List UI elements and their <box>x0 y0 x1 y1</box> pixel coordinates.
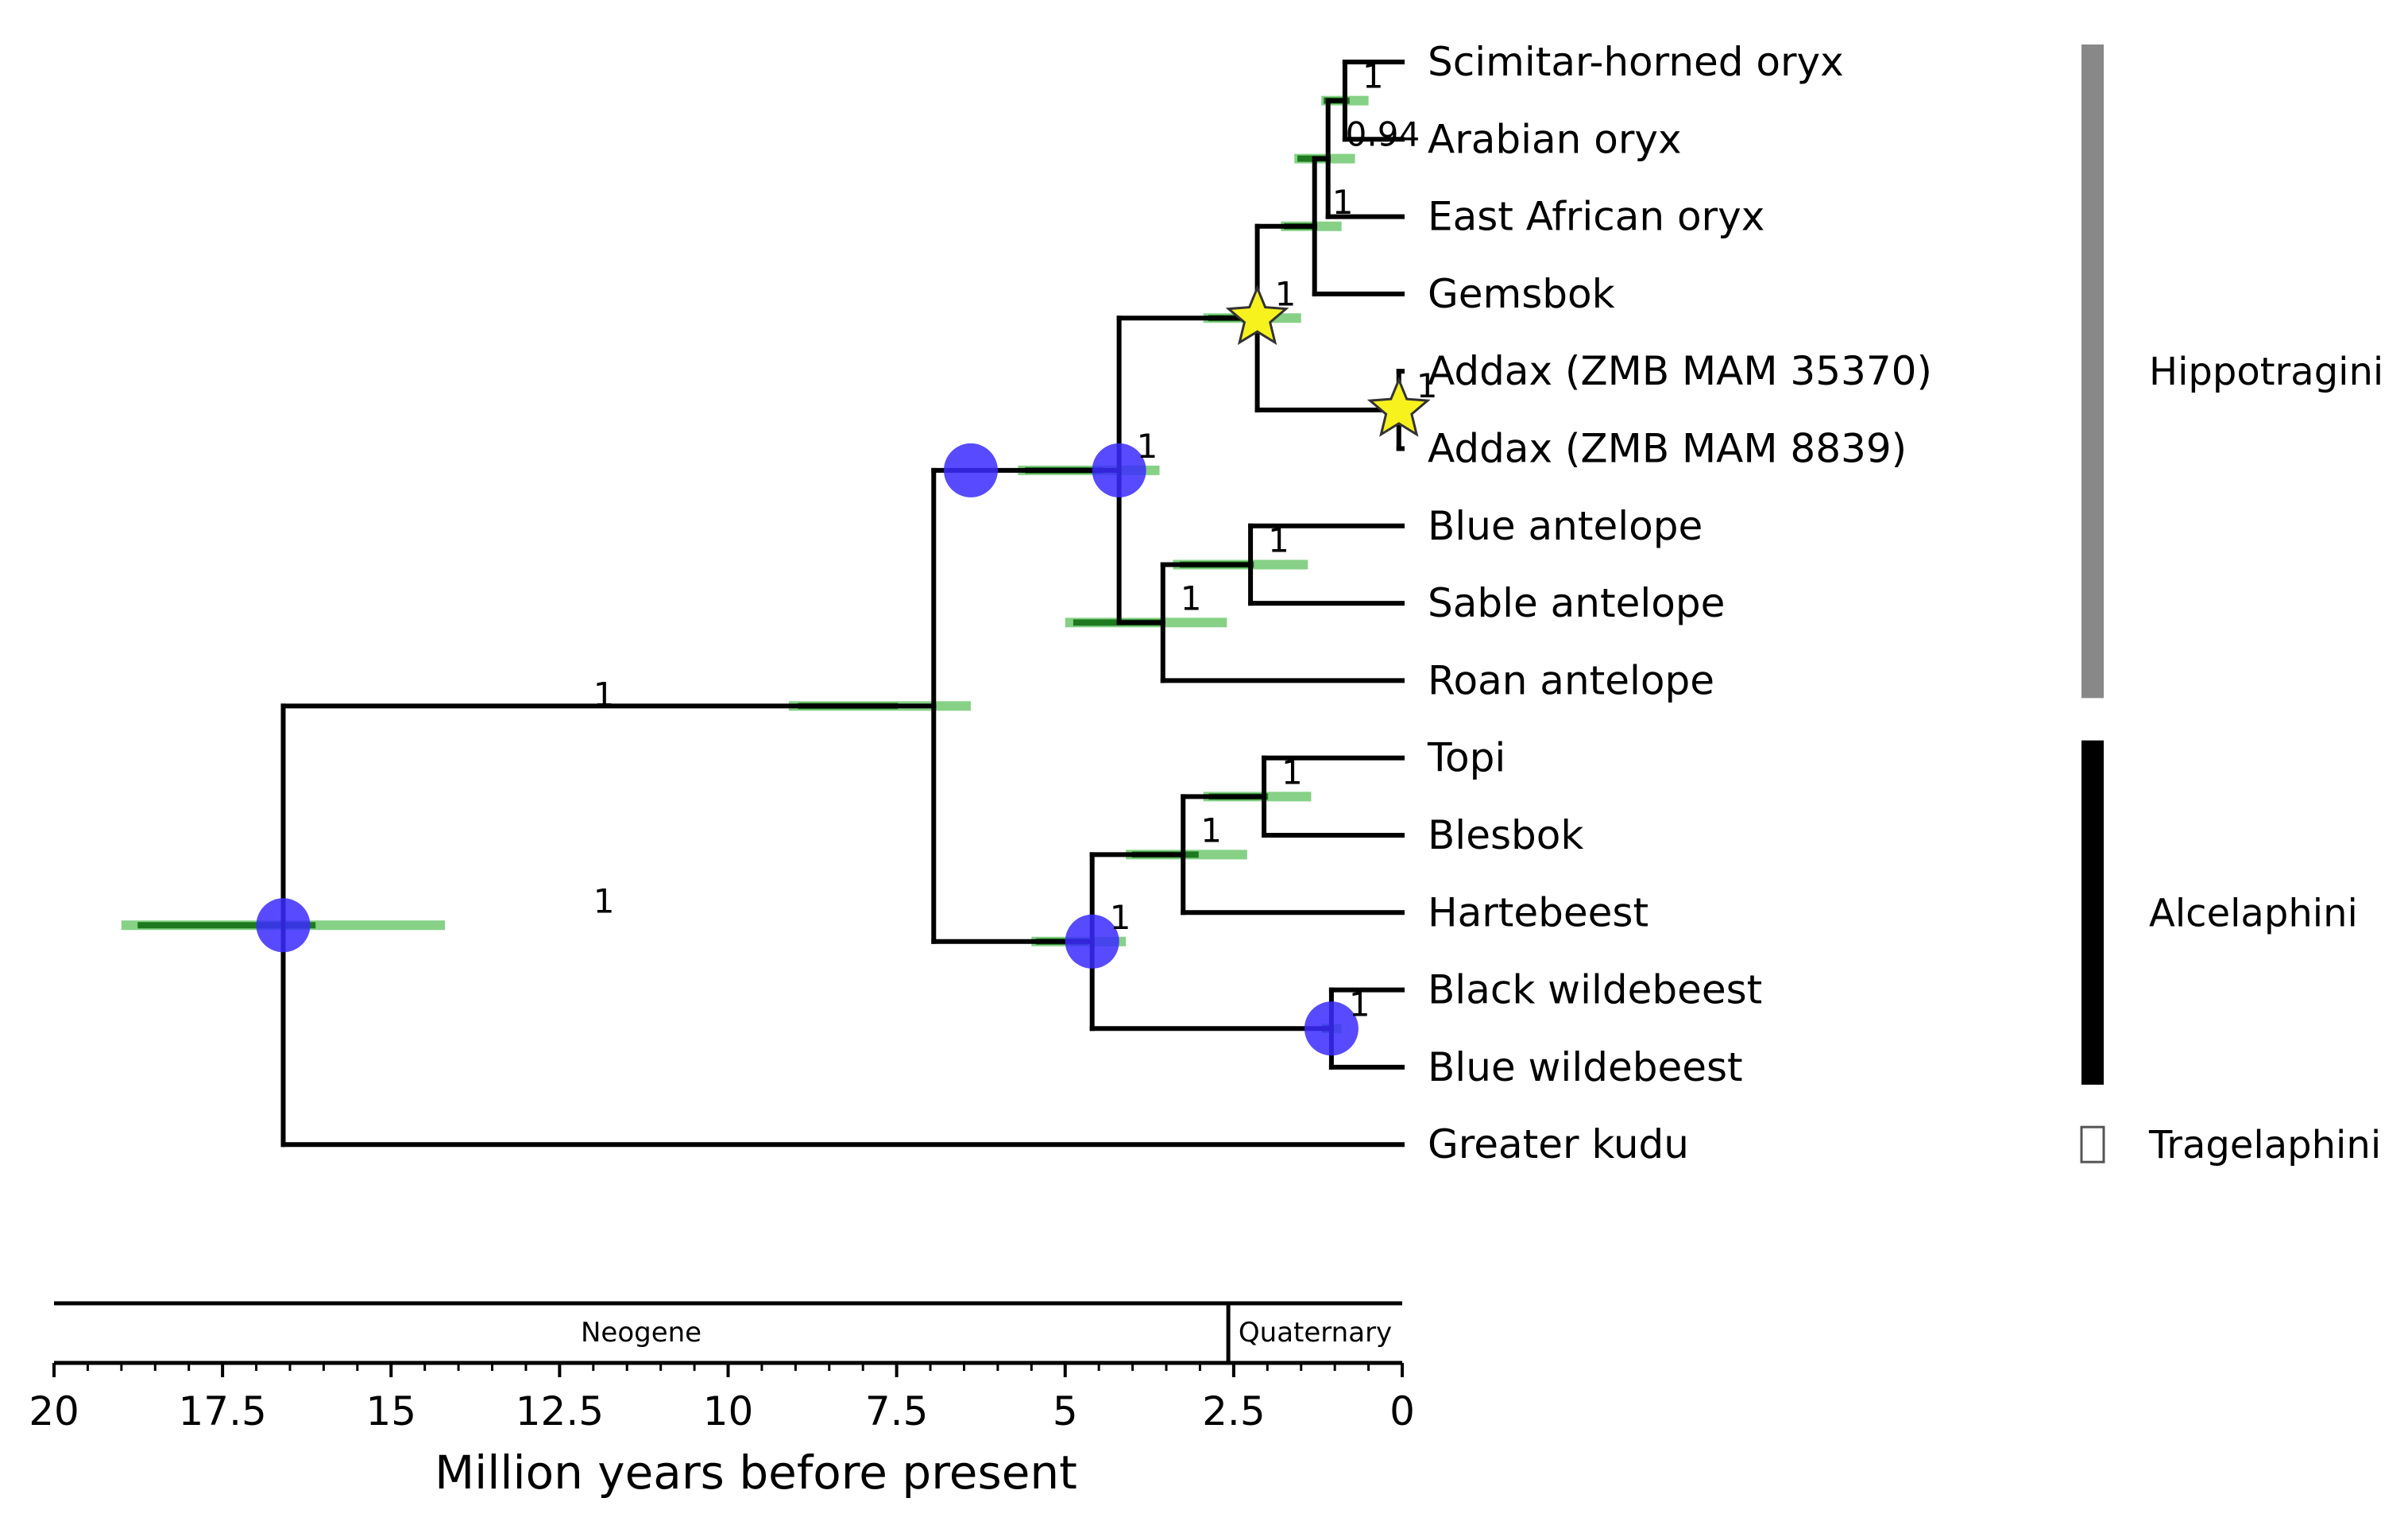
support-label: 1 <box>1281 753 1303 792</box>
axis-title: Million years before present <box>435 1446 1077 1500</box>
tip-label-blue-antelope: Blue antelope <box>1428 503 1703 549</box>
tip-label-black-wildebeest: Black wildebeest <box>1428 967 1762 1013</box>
tick-label: 10 <box>703 1388 754 1434</box>
tip-labels-layer: Scimitar-horned oryx Arabian oryx East Afr… <box>1427 39 1932 1167</box>
fossil-star-icon <box>1225 285 1289 346</box>
support-label: 1 <box>1362 57 1384 96</box>
support-label: 1 <box>1349 985 1370 1024</box>
tick-label: 2.5 <box>1202 1388 1266 1434</box>
tip-label-blesbok: Blesbok <box>1428 812 1583 858</box>
tick-label: 17.5 <box>178 1388 266 1434</box>
support-label: 1 <box>593 881 615 920</box>
markers-layer <box>256 285 1431 1056</box>
tick-label: 7.5 <box>865 1388 929 1434</box>
clade-bar-alcelaphini <box>2081 740 2104 1085</box>
tip-label-topi: Topi <box>1427 735 1505 781</box>
calibration-point-icon <box>1065 914 1119 969</box>
fossil-star-icon <box>1366 376 1431 437</box>
tip-label-addax-zmb-mam-8839: Addax (ZMB MAM 8839) <box>1428 426 1907 472</box>
clade-label-alcelaphini: Alcelaphini <box>2149 891 2358 935</box>
tip-label-addax-zmb-mam-35370: Addax (ZMB MAM 35370) <box>1428 348 1932 394</box>
tip-label-blue-wildebeest: Blue wildebeest <box>1428 1044 1743 1090</box>
support-label: 1 <box>593 675 615 714</box>
clade-label-hippotragini: Hippotragini <box>2149 350 2383 394</box>
tip-label-scimitar-horned-oryx: Scimitar-horned oryx <box>1428 39 1844 85</box>
tick-label: 5 <box>1053 1388 1078 1434</box>
support-label: 1 <box>1332 183 1354 222</box>
calibration-point-icon <box>943 443 998 497</box>
support-label: 1 <box>1110 898 1131 937</box>
tick-label: 20 <box>29 1388 79 1434</box>
support-label: 1 <box>1181 579 1202 617</box>
tip-label-arabian-oryx: Arabian oryx <box>1428 116 1682 162</box>
time-axis: Neogene Quaternary 20 17.5 15 12.5 10 7.5 5 2.5 0 M… <box>29 1301 1415 1500</box>
calibration-point-icon <box>1092 443 1146 497</box>
clade-bars-layer: Hippotragini Alcelaphini Tragelaphini <box>2080 45 2383 1167</box>
tip-label-roan-antelope: Roan antelope <box>1428 657 1714 703</box>
tip-label-sable-antelope: Sable antelope <box>1428 580 1725 626</box>
support-label: 1 <box>1268 521 1289 559</box>
clade-label-tragelaphini: Tragelaphini <box>2148 1123 2381 1167</box>
tip-label-hartebeest: Hartebeest <box>1428 889 1648 935</box>
tick-label: 0 <box>1390 1388 1415 1434</box>
support-label: 0.94 <box>1346 115 1420 154</box>
support-label: 1 <box>1200 811 1222 850</box>
tip-label-gemsbok: Gemsbok <box>1428 271 1615 317</box>
calibration-point-icon <box>256 898 311 953</box>
tip-label-greater-kudu: Greater kudu <box>1428 1121 1689 1167</box>
period-label-neogene: Neogene <box>581 1317 702 1349</box>
clade-bar-tragelaphini <box>2080 1125 2105 1163</box>
tick-label: 15 <box>365 1388 416 1434</box>
branches-layer <box>280 60 1405 1148</box>
tick-label: 12.5 <box>516 1388 604 1434</box>
support-label: 1 <box>1275 274 1297 313</box>
support-label: 1 <box>1137 427 1158 466</box>
calibration-point-icon <box>1304 1001 1359 1056</box>
tip-label-east-african-oryx: East African oryx <box>1428 194 1764 240</box>
period-label-quaternary: Quaternary <box>1239 1317 1392 1349</box>
support-label: 1 <box>1417 366 1438 405</box>
clade-bar-hippotragini <box>2081 45 2104 699</box>
support-labels-layer: 1 0.94 1 1 1 1 1 1 1 1 1 1 1 1 <box>593 57 1438 1024</box>
